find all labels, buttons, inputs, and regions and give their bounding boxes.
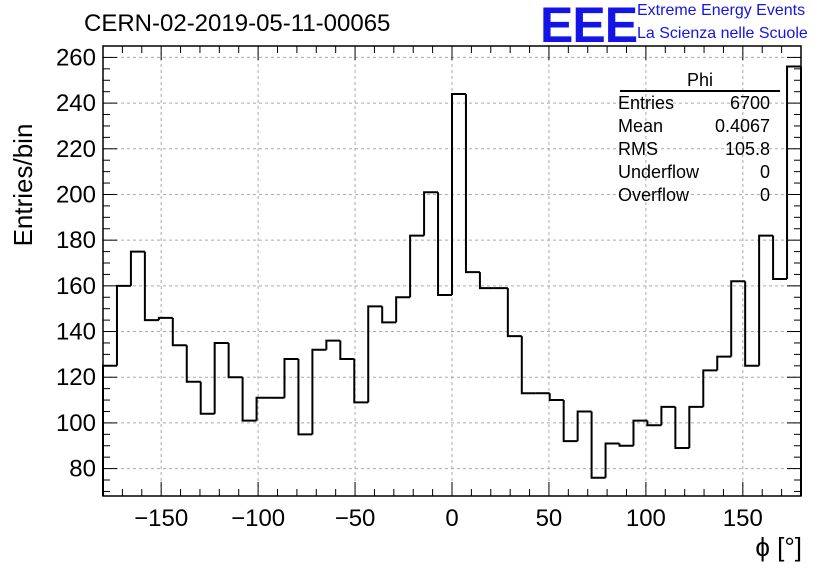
stats-box: Phi Entries 6700 Mean 0.4067 RMS 105.8 U…: [610, 70, 780, 207]
histogram-bin: [381, 306, 397, 324]
histogram-bin: [102, 364, 117, 496]
histogram-bin: [227, 342, 243, 379]
histogram-bin: [129, 250, 145, 286]
x-tick-label: −50: [335, 505, 376, 532]
histogram-bin: [185, 345, 201, 383]
y-tick-label: 180: [56, 227, 96, 254]
histogram-bin: [646, 420, 662, 427]
y-tick-label: 80: [69, 456, 96, 483]
y-tick-label: 140: [56, 319, 96, 346]
histogram-bin: [506, 288, 522, 338]
histogram-bin: [786, 65, 801, 279]
y-tick-label: 220: [56, 136, 96, 163]
y-tick-label: 240: [56, 90, 96, 117]
histogram-bin: [674, 406, 690, 450]
histogram-bin: [171, 317, 187, 347]
histogram-bin: [409, 234, 425, 298]
histogram-bin: [241, 377, 257, 422]
histogram-bin: [548, 393, 564, 402]
histogram-bin: [213, 341, 229, 414]
stat-value: 6700: [729, 93, 770, 113]
histogram-bin: [590, 411, 606, 479]
eee-logo: EEE: [540, 0, 638, 53]
x-tick-label: 0: [445, 505, 458, 532]
y-tick-label: 200: [56, 181, 96, 208]
axis-ticks: [103, 45, 802, 496]
histogram-bin: [451, 92, 466, 295]
histogram-bin: [325, 339, 341, 350]
y-tick-label: 120: [56, 364, 96, 391]
histogram-bin: [702, 369, 718, 407]
stat-label: Mean: [618, 116, 664, 136]
y-tick-label: 260: [56, 44, 96, 71]
y-axis-label: Entries/bin: [8, 124, 38, 247]
stat-row-overflow: Overflow 0: [610, 184, 780, 207]
stat-row-underflow: Underflow 0: [610, 161, 780, 184]
histogram-bin: [115, 284, 131, 366]
histogram-bin: [758, 234, 774, 366]
y-tick-label: 160: [56, 273, 96, 300]
histogram-bin: [744, 281, 760, 367]
histogram-bin: [618, 443, 634, 447]
axis-tick-labels: −150 −100 −50 0 50 100 150 80 100 120 140 160 180 200…: [56, 44, 763, 532]
logo-subtitle-line1: Extreme Energy Events: [637, 2, 806, 19]
histogram-bin: [143, 251, 159, 322]
x-tick-label: 150: [723, 505, 763, 532]
stat-label: RMS: [618, 139, 658, 159]
histogram-bin: [437, 192, 452, 296]
stat-row-mean: Mean 0.4067: [610, 115, 780, 138]
histogram-bin: [255, 396, 271, 421]
stat-value: 0: [759, 162, 770, 182]
histogram-bin: [478, 272, 494, 290]
stat-row-entries: Entries 6700: [610, 92, 780, 115]
stat-row-rms: RMS 105.8: [610, 138, 780, 161]
x-tick-label: 100: [626, 505, 666, 532]
histogram-bin: [772, 235, 788, 280]
x-tick-label: 50: [536, 505, 563, 532]
histogram-bin: [311, 348, 327, 435]
histogram-bin: [632, 419, 648, 446]
stat-label: Underflow: [618, 162, 700, 182]
histogram-bin: [716, 355, 732, 371]
y-tick-label: 100: [56, 410, 96, 437]
histogram-bin: [576, 410, 592, 442]
histogram-bin: [520, 336, 536, 395]
histogram-bin: [730, 280, 746, 357]
x-axis-label: ϕ [°]: [755, 532, 802, 562]
histogram-bin: [660, 405, 676, 426]
histogram-bin: [367, 305, 383, 403]
histogram-bin: [297, 358, 313, 436]
histogram-bin: [199, 381, 215, 415]
stat-label: Entries: [618, 93, 675, 113]
histogram-bin: [464, 93, 480, 274]
run-title: CERN-02-2019-05-11-00065: [84, 10, 391, 37]
histogram-bin: [157, 316, 173, 321]
histogram-bin: [395, 296, 411, 323]
stats-title: Phi: [620, 70, 780, 92]
stat-value: 0.4067: [714, 116, 770, 136]
histogram-bin: [562, 400, 578, 443]
histogram-bin: [423, 191, 439, 236]
x-tick-label: −150: [134, 505, 188, 532]
stat-label: Overflow: [618, 185, 690, 205]
histogram-bin: [283, 357, 299, 398]
histogram-bin: [339, 340, 355, 360]
logo-subtitle-line2: La Scienza nelle Scuole: [637, 25, 808, 42]
stat-value: 0: [759, 185, 770, 205]
histogram-bin: [353, 358, 369, 404]
histogram-bin: [604, 442, 620, 478]
histogram-bin: [688, 405, 704, 449]
x-tick-label: −100: [231, 505, 285, 532]
stat-value: 105.8: [724, 139, 770, 159]
